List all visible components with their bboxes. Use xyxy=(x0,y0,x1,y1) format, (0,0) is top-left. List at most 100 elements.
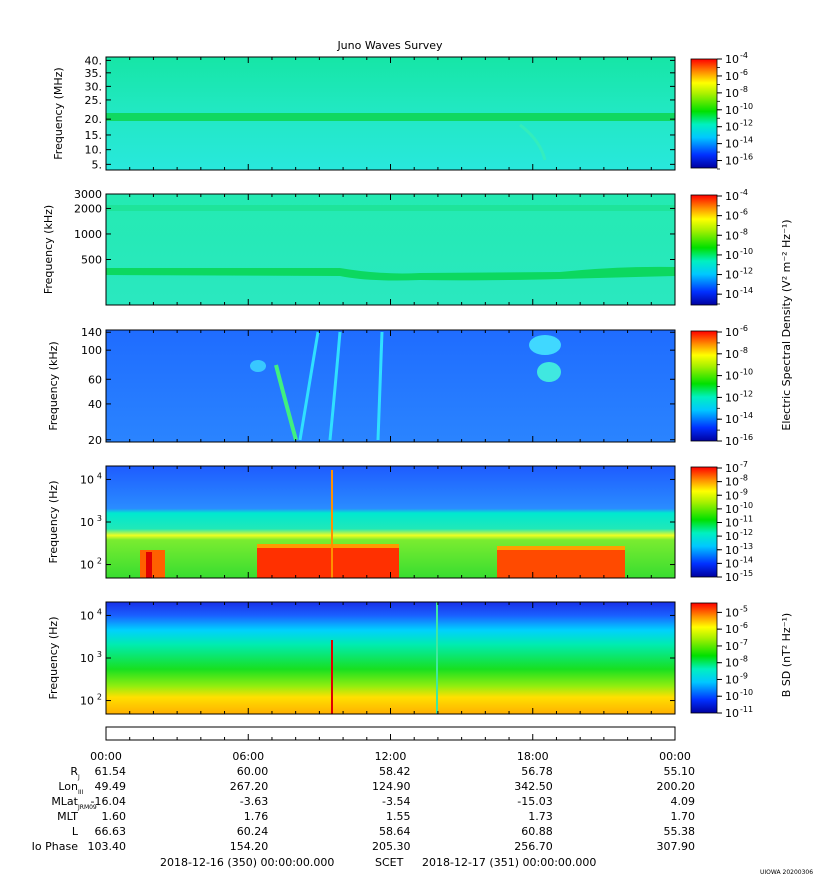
ephemeris-value: 1.55 xyxy=(386,810,411,823)
colorbar-tick-base: 10 xyxy=(725,413,739,426)
y-tick-label: 40. xyxy=(85,54,103,67)
time-tick-label: 18:00 xyxy=(517,750,549,763)
panel-2-band-low xyxy=(106,266,675,281)
colorbar-tick-exponent: -9 xyxy=(740,487,748,496)
footer-end: 2018-12-17 (351) 00:00:00.000 xyxy=(422,856,596,869)
ephemeris-label-sub: III xyxy=(78,789,84,796)
panel-4-burst-a-edge xyxy=(257,544,399,548)
time-tick-label: 06:00 xyxy=(232,750,264,763)
panel-2-spectrogram xyxy=(106,194,675,305)
panel-1-axes: 40.35.30.25. 20. 15. 10.5. Frequency (MHz) 10… xyxy=(52,51,753,171)
y-tick-label: 5. xyxy=(92,158,103,171)
colorbar-tick-base: 10 xyxy=(725,517,739,530)
colorbar-tick-base: 10 xyxy=(725,673,739,686)
panel-4-burst-c-core xyxy=(146,552,152,578)
panel-3-arc-a xyxy=(274,364,298,441)
time-tick-label: 00:00 xyxy=(90,750,122,763)
colorbar-tick-exponent: -10 xyxy=(740,501,753,510)
panel-5-spike-b xyxy=(436,602,438,714)
colorbar-tick-exponent: -5 xyxy=(740,604,748,613)
y-tick-exponent: 4 xyxy=(97,607,102,616)
time-tick-label: 12:00 xyxy=(375,750,407,763)
colorbar-tick-base: 10 xyxy=(725,690,739,703)
colorbar-tick-exponent: -4 xyxy=(740,188,748,197)
y-tick-exponent: 2 xyxy=(97,693,102,702)
colorbar-tick-base: 10 xyxy=(725,326,739,339)
ephemeris-value: 267.20 xyxy=(230,780,269,793)
ephemeris-value: 58.42 xyxy=(379,765,411,778)
colorbar-tick-exponent: -10 xyxy=(740,368,753,377)
y-tick-label: 3000 xyxy=(74,188,102,201)
colorbar-tick-exponent: -8 xyxy=(740,85,748,94)
colorbar-tick-exponent: -6 xyxy=(740,324,748,333)
colorbar-tick-exponent: -7 xyxy=(740,638,748,647)
colorbar-tick-exponent: -14 xyxy=(740,136,753,145)
colorbar-tick-exponent: -13 xyxy=(740,542,753,551)
colorbar-tick-exponent: -12 xyxy=(740,119,753,128)
colorbar-tick-base: 10 xyxy=(725,190,739,203)
colorbar-tick-exponent: -7 xyxy=(740,460,748,469)
y-tick-label: 10 xyxy=(80,516,94,529)
colorbar-tick-base: 10 xyxy=(725,435,739,448)
colorbar-tick-exponent: -10 xyxy=(740,247,753,256)
ephemeris-value: -15.03 xyxy=(517,795,552,808)
panel-4-ylabel: Frequency (Hz) xyxy=(47,481,60,564)
credit: UIOWA 20200306 xyxy=(760,869,813,876)
colorbar-tick-base: 10 xyxy=(725,544,739,557)
ephemeris-value: 49.49 xyxy=(95,780,127,793)
colorbar-tick-exponent: -9 xyxy=(740,671,748,680)
panel-5 xyxy=(105,601,676,715)
y-tick-label: 35. xyxy=(85,67,103,80)
colorbar-tick-exponent: -8 xyxy=(740,346,748,355)
colorbar-tick-base: 10 xyxy=(725,623,739,636)
ephemeris-value: 58.64 xyxy=(379,825,411,838)
y-tick-label: 30. xyxy=(85,80,103,93)
colorbar-5 xyxy=(690,602,718,714)
ephemeris-label-sub: JRM09 xyxy=(77,804,97,811)
panel-3-blob-a xyxy=(250,360,266,372)
y-tick-exponent: 3 xyxy=(97,514,102,523)
colorbar-tick-base: 10 xyxy=(725,489,739,502)
ephemeris-value: 124.90 xyxy=(372,780,411,793)
colorbar-tick-exponent: -16 xyxy=(740,153,753,162)
y-tick-label: 10 xyxy=(80,695,94,708)
y-tick-label: 1000 xyxy=(74,228,102,241)
ephemeris-value: 1.76 xyxy=(244,810,269,823)
panel-2 xyxy=(105,193,676,306)
ephemeris-value: 307.90 xyxy=(657,840,696,853)
panel-3 xyxy=(105,329,676,443)
ephemeris-label: MLT xyxy=(57,810,78,823)
panel-3-arc-b xyxy=(298,331,320,441)
ephemeris-value: 200.20 xyxy=(657,780,696,793)
colorbar-tick-base: 10 xyxy=(725,121,739,134)
ephemeris-label: Lon xyxy=(58,780,78,793)
colorbar-tick-exponent: -8 xyxy=(740,655,748,664)
ephemeris-value: 4.09 xyxy=(671,795,696,808)
colorbar-tick-base: 10 xyxy=(725,657,739,670)
ephemeris-value: -16.04 xyxy=(91,795,126,808)
ephemeris-value: 205.30 xyxy=(372,840,411,853)
colorbar-tick-exponent: -14 xyxy=(740,286,753,295)
colorbar-tick-base: 10 xyxy=(725,370,739,383)
y-tick-label: 40 xyxy=(88,398,102,411)
colorbar-tick-base: 10 xyxy=(725,462,739,475)
time-tick-label: 00:00 xyxy=(659,750,691,763)
colorbar-title-electric: Electric Spectral Density (V² m⁻² Hz⁻¹) xyxy=(780,219,793,430)
ephemeris-value: 60.00 xyxy=(237,765,269,778)
colorbar-tick-exponent: -10 xyxy=(740,102,753,111)
colorbar-tick-base: 10 xyxy=(725,87,739,100)
ephemeris-value: 1.73 xyxy=(528,810,553,823)
colorbar-tick-base: 10 xyxy=(725,606,739,619)
footer-start: 2018-12-16 (350) 00:00:00.000 xyxy=(160,856,334,869)
colorbar-tick-base: 10 xyxy=(725,138,739,151)
ephemeris-value: 55.10 xyxy=(664,765,696,778)
ephemeris-label: R xyxy=(70,765,78,778)
colorbar-tick-base: 10 xyxy=(725,391,739,404)
ephemeris-label: Io Phase xyxy=(32,840,79,853)
panel-5-spectrogram xyxy=(106,602,675,714)
panel-3-ylabel: Frequency (kHz) xyxy=(47,341,60,430)
colorbar-tick-base: 10 xyxy=(725,229,739,242)
y-tick-label: 10 xyxy=(80,473,94,486)
